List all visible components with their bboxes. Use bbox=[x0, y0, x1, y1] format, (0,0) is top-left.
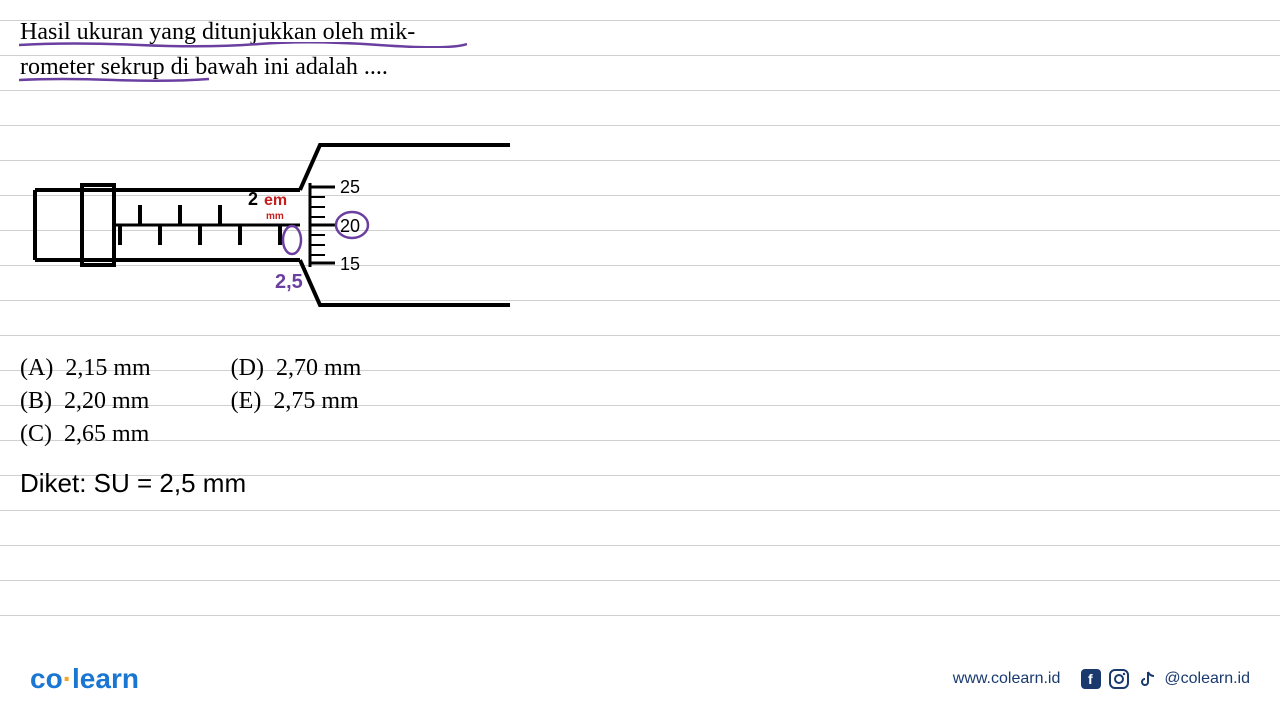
option-e: (E) 2,75 mm bbox=[231, 388, 362, 415]
svg-text:f: f bbox=[1088, 671, 1093, 687]
main-scale-unit: em bbox=[264, 192, 287, 209]
underline-2 bbox=[19, 77, 209, 83]
thimble-15: 15 bbox=[340, 254, 360, 274]
main-scale-sub: mm bbox=[266, 211, 284, 222]
answer-options: (A) 2,15 mm (B) 2,20 mm (C) 2,65 mm (D) … bbox=[20, 355, 1260, 448]
social-icons: f @colearn.id bbox=[1080, 668, 1250, 690]
logo: co·learn bbox=[30, 663, 139, 695]
option-c: (C) 2,65 mm bbox=[20, 421, 151, 448]
logo-learn: learn bbox=[72, 663, 139, 694]
underline-1 bbox=[19, 42, 467, 48]
option-a: (A) 2,15 mm bbox=[20, 355, 151, 382]
question-text: Hasil ukuran yang ditunjukkan oleh mik- … bbox=[20, 15, 490, 85]
diket-text: Diket: SU = 2,5 mm bbox=[20, 468, 1260, 499]
logo-dot: · bbox=[63, 663, 72, 694]
instagram-icon bbox=[1108, 668, 1130, 690]
footer: co·learn www.colearn.id f @colearn.id bbox=[0, 663, 1280, 695]
logo-co: co bbox=[30, 663, 63, 694]
main-scale-value: 2 bbox=[248, 189, 258, 209]
micrometer-diagram: 2 em mm 25 20 15 2,5 bbox=[20, 125, 520, 325]
footer-right: www.colearn.id f @colearn.id bbox=[953, 668, 1250, 690]
annotation-2-5: 2,5 bbox=[275, 271, 303, 293]
option-d: (D) 2,70 mm bbox=[231, 355, 362, 382]
option-b: (B) 2,20 mm bbox=[20, 388, 151, 415]
tiktok-icon bbox=[1136, 668, 1158, 690]
thimble-20: 20 bbox=[340, 216, 360, 236]
thimble-25: 25 bbox=[340, 177, 360, 197]
footer-url: www.colearn.id bbox=[953, 670, 1061, 688]
footer-handle: @colearn.id bbox=[1164, 670, 1250, 688]
facebook-icon: f bbox=[1080, 668, 1102, 690]
